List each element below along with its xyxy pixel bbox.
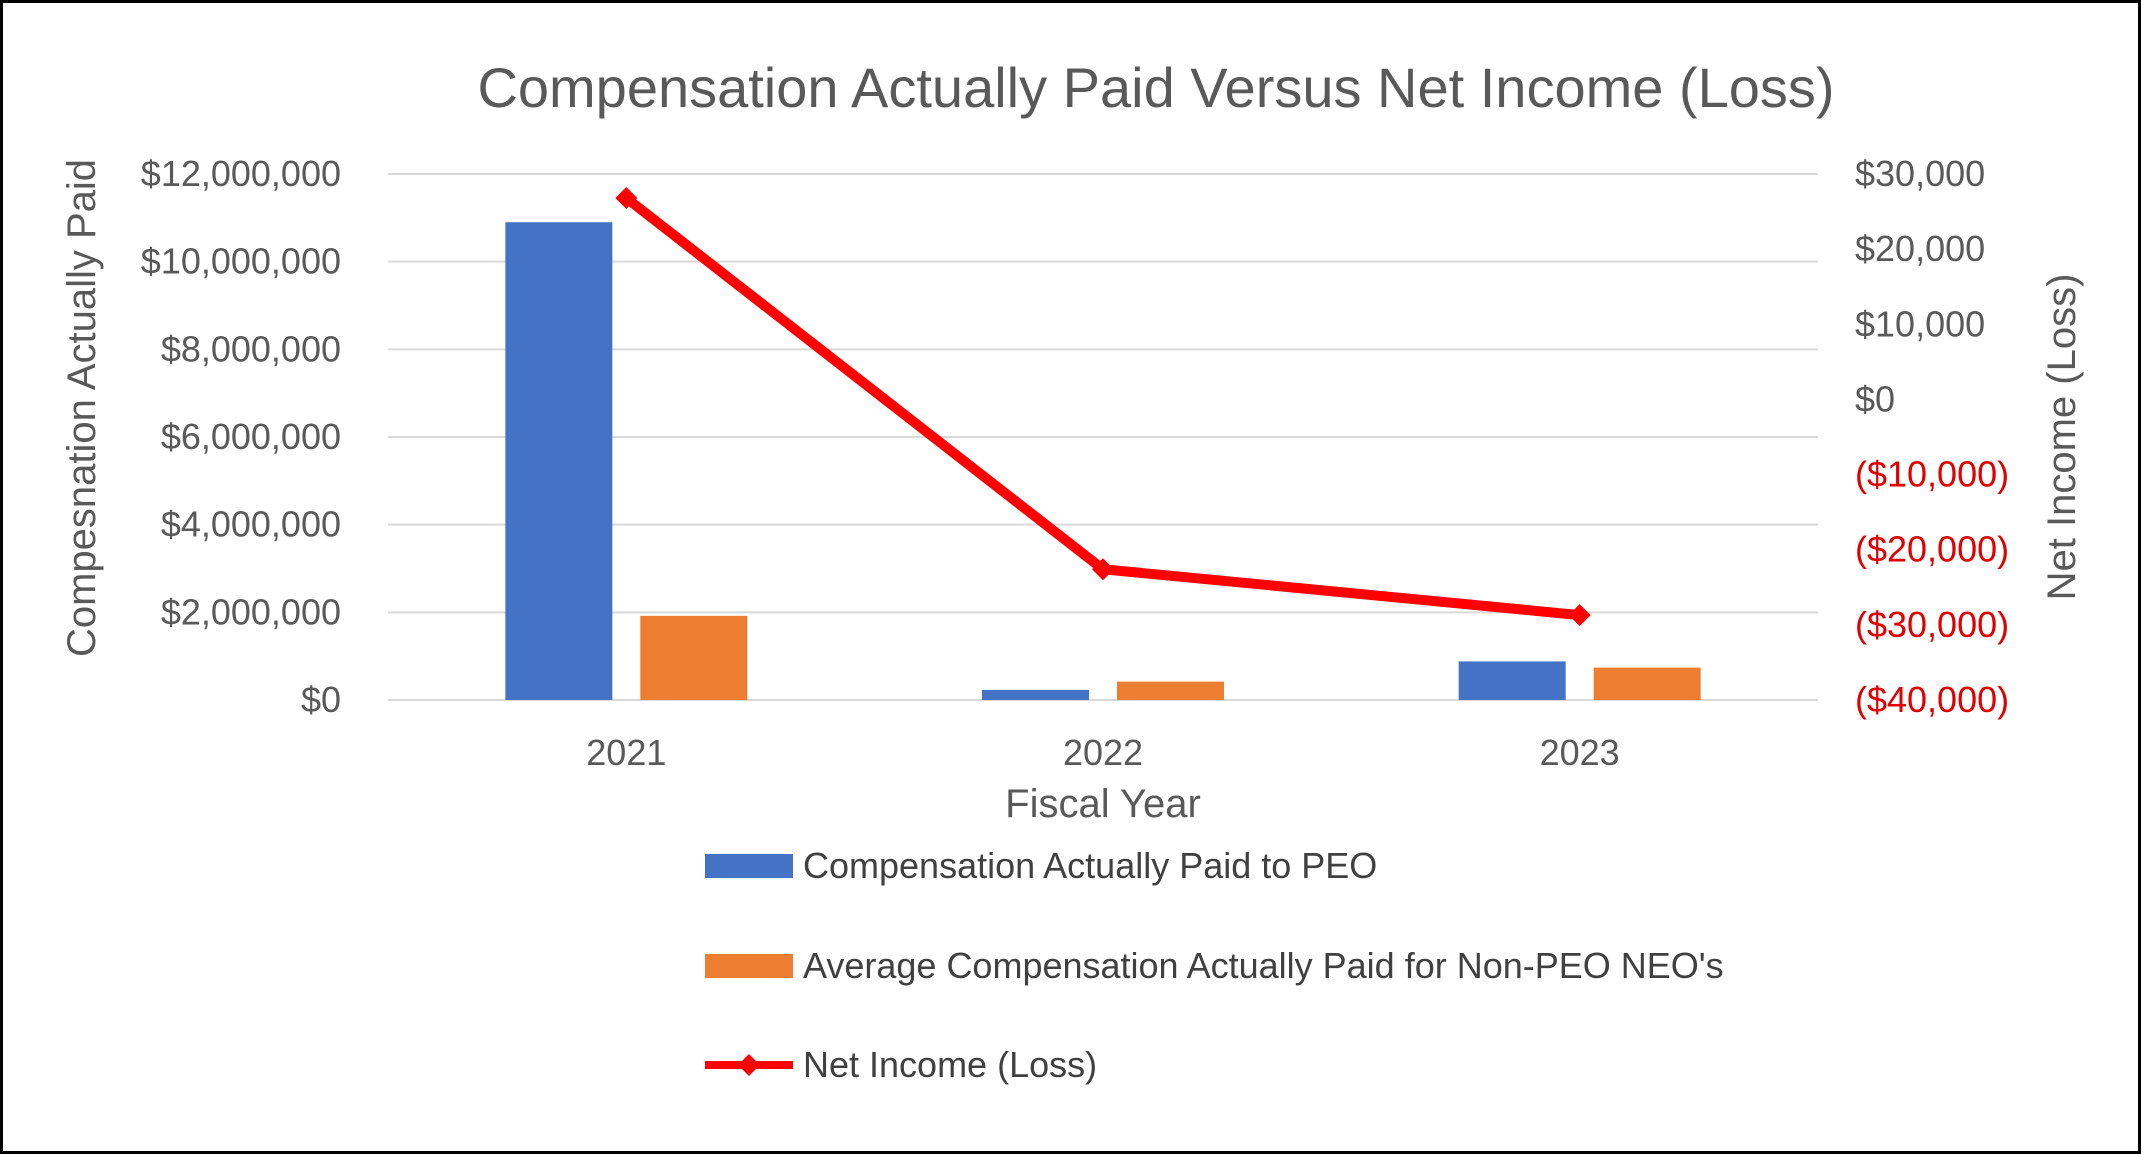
- right-tick-label: $0: [1855, 378, 1895, 419]
- right-axis-title: Net Income (Loss): [2040, 274, 2084, 601]
- left-tick-label: $12,000,000: [141, 153, 341, 194]
- legend-swatch: [705, 854, 793, 878]
- left-tick-label: $8,000,000: [161, 328, 341, 369]
- left-tick-label: $2,000,000: [161, 591, 341, 632]
- legend-label: Compensation Actually Paid to PEO: [803, 845, 1377, 886]
- legend-label: Average Compensation Actually Paid for N…: [803, 945, 1724, 986]
- x-tick-label: 2022: [1063, 732, 1143, 773]
- left-tick-label: $6,000,000: [161, 416, 341, 457]
- x-tick-label: 2021: [586, 732, 666, 773]
- right-tick-label: ($20,000): [1855, 529, 2009, 570]
- bar-peo: [1458, 661, 1566, 700]
- legend: Compensation Actually Paid to PEO Average…: [705, 845, 1724, 1085]
- left-axis-ticks: $0 $2,000,000 $4,000,000 $6,000,000 $8,000,0…: [141, 153, 341, 720]
- right-tick-label: ($30,000): [1855, 604, 2009, 645]
- bar-peo: [982, 689, 1089, 700]
- x-axis-ticks: 2021 2022 2023: [586, 732, 1619, 773]
- net-income-line: [615, 187, 1591, 627]
- line-marker: [1568, 604, 1591, 627]
- gridlines: [388, 173, 1818, 701]
- bar-peo: [505, 222, 613, 700]
- right-tick-label: $30,000: [1855, 153, 1985, 194]
- legend-label: Net Income (Loss): [803, 1044, 1097, 1085]
- chart-title: Compensation Actually Paid Versus Net In…: [477, 56, 1834, 119]
- left-tick-label: $10,000,000: [141, 241, 341, 282]
- line-path: [623, 194, 1581, 621]
- right-axis-ticks: ($40,000) ($30,000) ($20,000) ($10,000) $0 $1…: [1855, 153, 2009, 720]
- x-axis-title: Fiscal Year: [1005, 782, 1201, 826]
- left-tick-label: $0: [301, 679, 341, 720]
- bar-non-peo-neo: [640, 615, 748, 700]
- x-tick-label: 2023: [1540, 732, 1620, 773]
- line-marker: [1092, 558, 1114, 581]
- legend-marker: [738, 1054, 760, 1076]
- right-tick-label: $10,000: [1855, 303, 1985, 344]
- legend-swatch: [705, 954, 793, 978]
- right-tick-label: $20,000: [1855, 228, 1985, 269]
- left-tick-label: $4,000,000: [161, 504, 341, 545]
- chart-canvas: Compensation Actually Paid Versus Net In…: [60, 56, 2084, 1085]
- line-marker: [615, 187, 638, 210]
- right-tick-label: ($10,000): [1855, 454, 2009, 495]
- bars: [505, 222, 1701, 700]
- right-tick-label: ($40,000): [1855, 679, 2009, 720]
- left-axis-title: Compesnation Actually Paid: [60, 159, 104, 657]
- bar-non-peo-neo: [1117, 681, 1224, 700]
- bar-non-peo-neo: [1593, 667, 1701, 700]
